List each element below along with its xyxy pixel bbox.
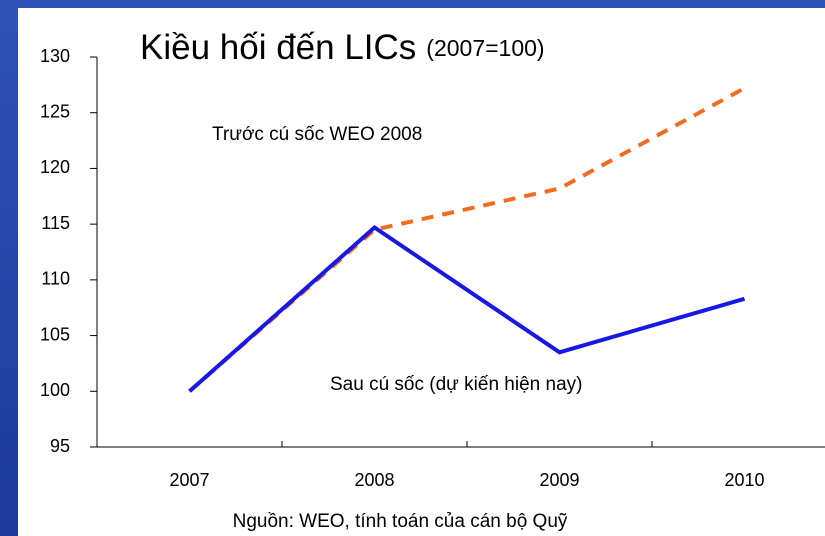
- y-tick-label: 100: [40, 380, 70, 400]
- subtitle: (2007=100): [426, 35, 544, 61]
- y-tick-label: 95: [50, 436, 70, 456]
- series-label: Trước cú sốc WEO 2008: [212, 124, 422, 145]
- chart-title: Kiều hối đến LICs (2007=100): [140, 28, 545, 67]
- y-tick-label: 125: [40, 101, 70, 121]
- series-line: [188, 86, 746, 393]
- series-label: Sau cú sốc (dự kiến hiện nay): [330, 374, 582, 395]
- source-note: Nguồn: WEO, tính toán của cán bộ Quỹ: [233, 511, 568, 532]
- x-tick-label: 2009: [539, 470, 579, 490]
- title: Kiều hối đến LICs: [140, 28, 416, 67]
- x-tick-label: 2008: [354, 470, 394, 490]
- x-tick-label: 2007: [169, 470, 209, 490]
- y-tick-label: 120: [40, 157, 70, 177]
- x-tick-label: 2010: [724, 470, 764, 490]
- y-tick-label: 115: [41, 213, 70, 233]
- y-tick-label: 110: [41, 269, 70, 289]
- series-line: [188, 224, 746, 393]
- y-tick-label: 105: [40, 324, 70, 344]
- y-tick-label: 130: [40, 46, 70, 66]
- chart-panel: [18, 8, 825, 536]
